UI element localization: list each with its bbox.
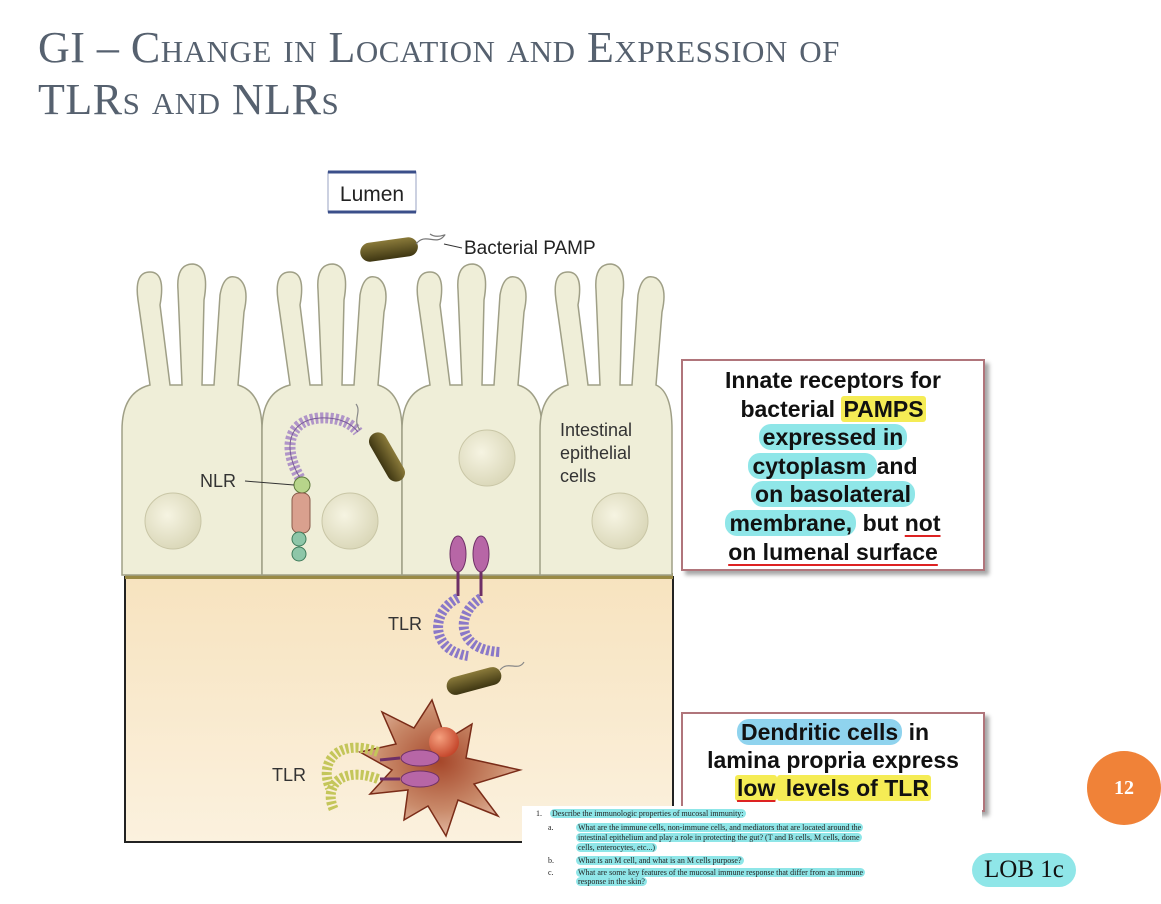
learning-objectives-notes: 1. Describe the immunologic properties o… [522,806,982,888]
title-line-1: GI – Change in Location and Expression o… [38,23,840,72]
callout1-line-7: on lumenal surface [728,538,938,565]
title-line-2: TLRs and NLRs [38,75,340,124]
innate-receptors-callout: Innate receptors for bacterial PAMPS exp… [681,359,985,571]
pamp-label: Bacterial PAMP [464,238,596,259]
note-3: b. [548,856,554,865]
intestinal-label-3: cells [560,466,596,486]
intestinal-label-1: Intestinal [560,420,632,440]
cytoplasm-bacterium [355,403,405,482]
epithelial-cells [121,263,673,576]
nlr-receptor: NLR [200,412,363,562]
callout1-line-5: on basolateral [683,480,983,509]
tlr-basolateral: TLR [388,535,501,661]
lumen-label: Lumen [340,183,404,206]
lamina-bacterium [446,661,525,695]
callout1-line-1: Innate receptors for [725,367,941,393]
note-3-line: What is an M cell, and what is an M cell… [576,856,744,865]
slide-title: GI – Change in Location and Expression o… [38,22,1138,126]
note-4-line-1: What are some key features of the mucosa… [576,868,866,877]
lumen-bacterium: Bacterial PAMP [360,233,596,262]
note-2-line-1: What are the immune cells, non-immune ce… [576,823,864,832]
callout1-line-4: cytoplasm and [683,452,983,481]
page-number: 12 [1087,751,1161,825]
note-1: 1. Describe the immunologic properties o… [536,809,746,818]
tlr-label-1: TLR [388,614,422,634]
lamina-propria [124,576,674,843]
callout1-line-3: expressed in [683,423,983,452]
dendritic-cell: TLR [272,698,523,838]
lob-label: LOB 1c [972,853,1076,887]
callout2-line-3: low levels of TLR [735,775,931,801]
cell-nuclei [144,429,649,550]
callout2-line-1: Dendritic cells in [683,718,983,746]
lumen-label-box: Lumen [327,170,417,214]
callout1-line-2: bacterial PAMPS [740,395,926,422]
note-2: a. [548,823,554,832]
intestinal-label-2: epithelial [560,443,631,463]
note-2-line-3: cells, enterocytes, etc...) [576,843,658,852]
nlr-label: NLR [200,471,236,491]
tlr-label-2: TLR [272,765,306,785]
callout2-line-2: lamina propria express [707,747,959,773]
note-4-line-2: response in the skin? [576,877,647,886]
note-2-line-2: intestinal epithelium and play a role in… [576,833,862,842]
callout1-line-6: membrane, but not [683,509,983,538]
basement-membrane [125,573,673,579]
dendritic-callout: Dendritic cells in lamina propria expres… [681,712,985,812]
note-4: c. [548,868,554,877]
